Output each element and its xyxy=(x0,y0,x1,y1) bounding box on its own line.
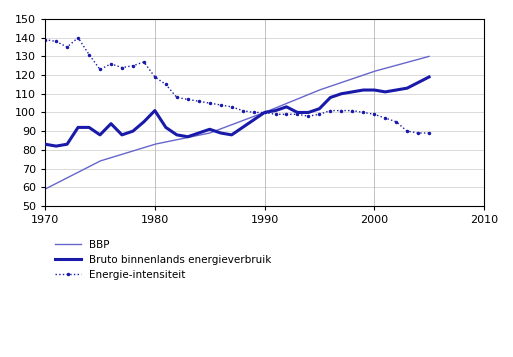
Legend: BBP, Bruto binnenlands energieverbruik, Energie-intensiteit: BBP, Bruto binnenlands energieverbruik, … xyxy=(50,235,275,284)
